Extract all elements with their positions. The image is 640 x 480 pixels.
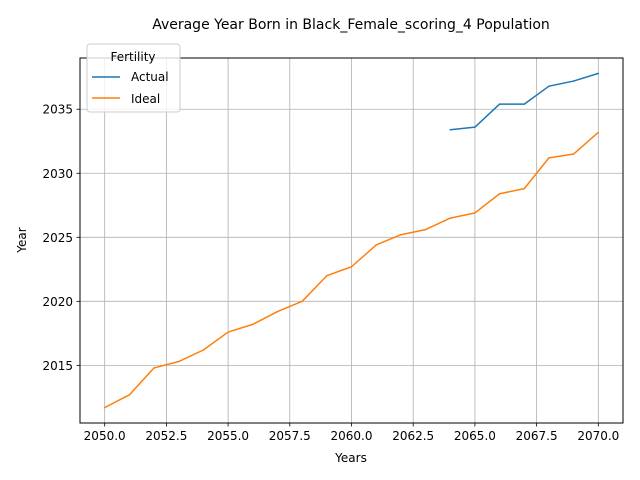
axis-ticks: 2050.0 2052.5 2055.0 2057.5 2060.0 2062.5 2065…	[42, 103, 619, 443]
data-point-ideal	[597, 131, 600, 134]
data-point-ideal	[424, 228, 427, 231]
legend-label-ideal: Ideal	[131, 92, 160, 106]
y-tick-label: 2020	[42, 295, 73, 309]
y-tick-label: 2025	[42, 231, 73, 245]
data-point-ideal	[375, 244, 377, 246]
data-point-actual	[498, 103, 501, 105]
x-tick-label: 2050.0	[84, 429, 126, 443]
data-point-actual	[523, 103, 526, 105]
data-point-actual	[548, 85, 550, 87]
legend-box	[86, 43, 181, 113]
data-point-actual	[572, 80, 575, 82]
x-tick-label: 2065.0	[454, 429, 496, 443]
x-axis-label: Years	[334, 451, 367, 465]
legend-title: Fertility	[110, 50, 155, 64]
x-tick-label: 2067.5	[516, 429, 558, 443]
data-point-actual	[449, 128, 451, 131]
x-tick-label: 2057.5	[269, 429, 311, 443]
data-point-ideal	[103, 406, 106, 409]
data-point-ideal	[498, 193, 501, 195]
data-point-ideal	[326, 274, 328, 277]
data-point-ideal	[128, 394, 131, 396]
data-point-ideal	[301, 300, 303, 303]
x-tick-label: 2055.0	[207, 429, 249, 443]
series-lines	[103, 72, 600, 409]
data-point-ideal	[177, 360, 180, 363]
data-point-ideal	[474, 212, 476, 214]
data-point-ideal	[252, 323, 254, 326]
data-point-ideal	[548, 157, 550, 159]
data-point-ideal	[202, 349, 205, 351]
data-point-ideal	[350, 266, 353, 268]
x-tick-label: 2062.5	[392, 429, 434, 443]
data-point-actual	[474, 126, 476, 128]
data-point-ideal	[276, 310, 279, 313]
data-point-actual	[597, 72, 600, 75]
x-tick-label: 2052.5	[145, 429, 187, 443]
y-tick-label: 2015	[42, 359, 73, 373]
y-tick-label: 2030	[42, 167, 73, 181]
data-point-ideal	[449, 217, 451, 219]
data-point-ideal	[523, 187, 526, 190]
y-axis-label: Year	[15, 227, 29, 253]
x-tick-label: 2060.0	[331, 429, 373, 443]
chart-title: Average Year Born in Black_Female_scorin…	[152, 17, 550, 33]
y-tick-label: 2035	[42, 103, 73, 117]
x-tick-label: 2070.0	[577, 429, 619, 443]
data-point-ideal	[227, 331, 229, 333]
grid	[80, 58, 623, 423]
legend: Fertility Actual Ideal	[86, 43, 181, 113]
legend-label-actual: Actual	[131, 70, 169, 84]
data-point-ideal	[400, 233, 402, 236]
data-point-ideal	[153, 367, 155, 369]
data-point-ideal	[572, 153, 575, 155]
